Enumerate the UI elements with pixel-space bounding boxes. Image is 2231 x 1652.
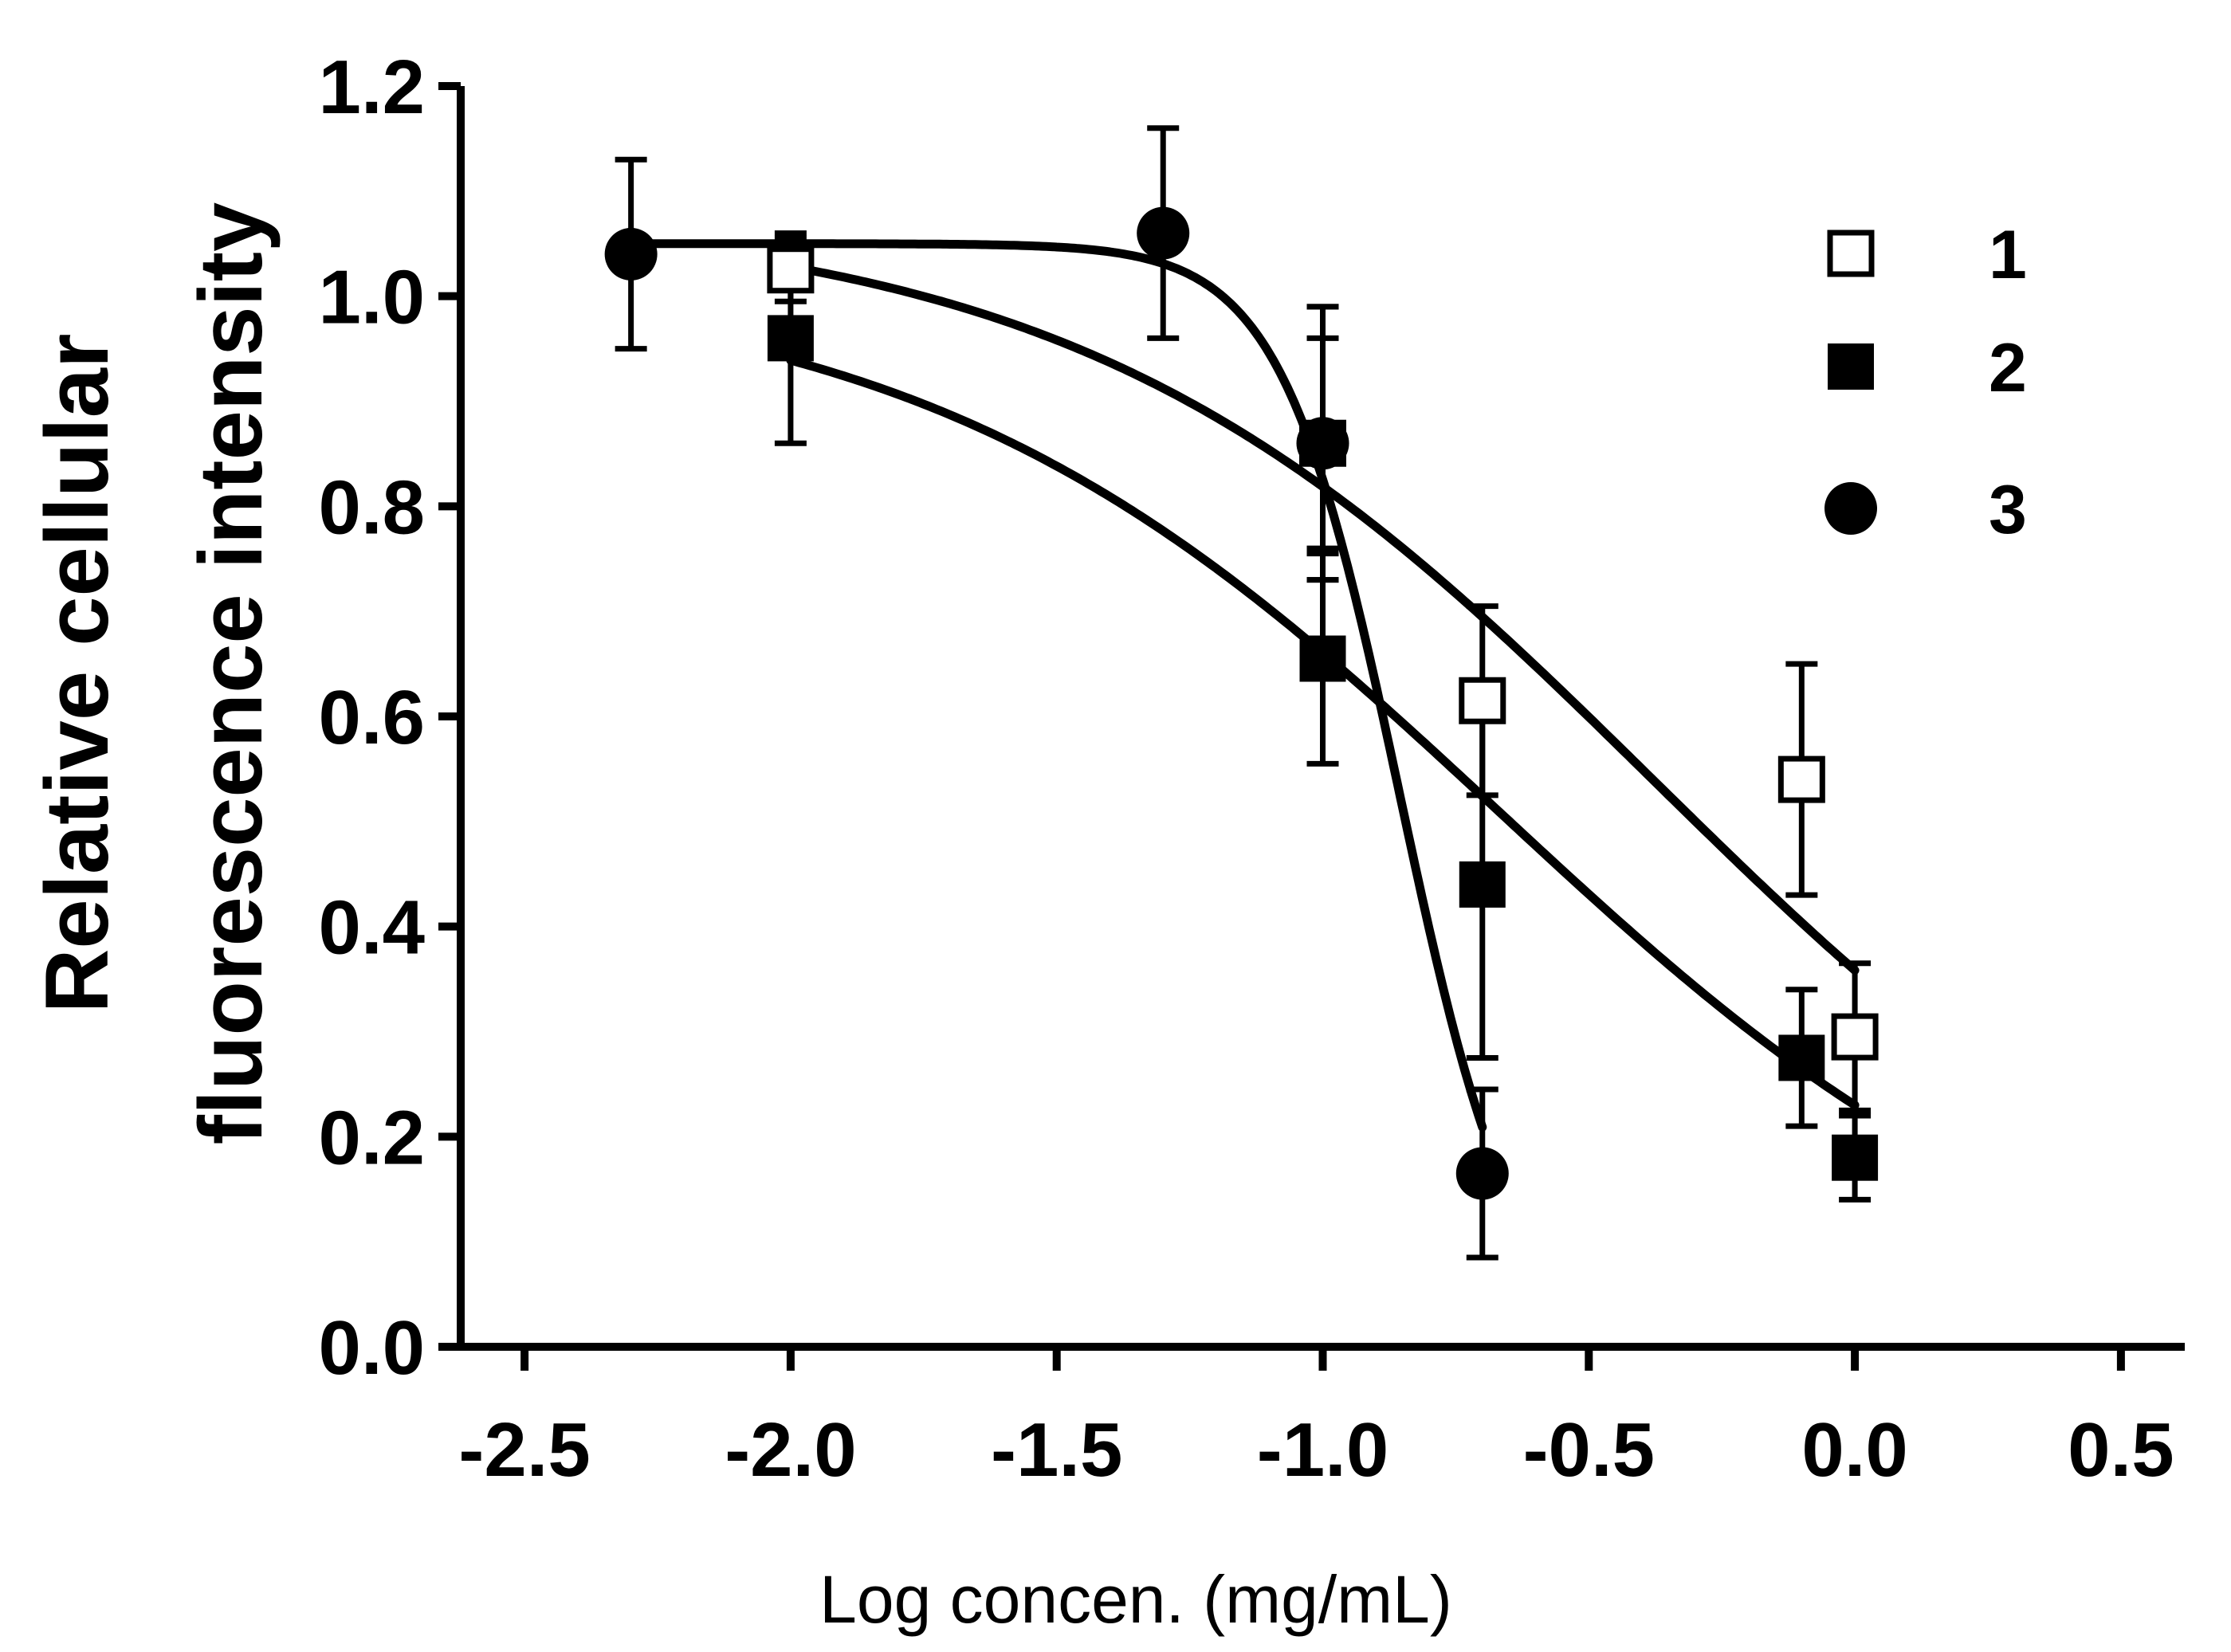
y-axis-title-line-1: Relative cellular <box>27 334 127 1014</box>
legend-marker-2 <box>1828 343 1874 390</box>
data-point-series-1 <box>1777 755 1825 803</box>
data-point-series-3 <box>1137 206 1190 260</box>
legend-label-3: 3 <box>1989 472 2027 548</box>
y-tick-label: 0.0 <box>319 1305 425 1391</box>
x-axis-title: Log concen. (mg/mL) <box>819 1562 1452 1637</box>
y-tick-label: 0.4 <box>319 885 425 971</box>
fit-curve-series-3 <box>626 239 1487 1132</box>
data-point-series-2 <box>1778 1034 1825 1081</box>
data-point-series-3 <box>604 227 658 281</box>
y-tick-label: 0.8 <box>319 465 425 550</box>
data-point-series-3 <box>1296 417 1349 470</box>
x-tick-label: 0.0 <box>1801 1407 1907 1493</box>
legend-label-1: 1 <box>1989 217 2027 293</box>
y-tick-label: 1.2 <box>319 45 425 130</box>
data-point-series-2 <box>1459 861 1506 908</box>
x-tick-label: -1.5 <box>991 1407 1122 1493</box>
x-tick-label: 0.5 <box>2068 1407 2174 1493</box>
x-tick-label: -0.5 <box>1523 1407 1655 1493</box>
axes: 0.0 0.2 0.4 0.6 0.8 1.0 1.2 -2.5 -2.0 -1.5 -1.0 -0.… <box>319 45 2185 1493</box>
y-tick-label: 0.2 <box>319 1095 425 1180</box>
data-point-series-1 <box>1831 1013 1879 1061</box>
data-point-series-1 <box>1459 677 1506 724</box>
fit-curves <box>626 239 1860 1132</box>
data-point-series-2 <box>767 315 814 362</box>
x-tick-label: -2.0 <box>725 1407 856 1493</box>
legend-label-2: 2 <box>1989 330 2027 406</box>
data-point-series-2 <box>1832 1134 1879 1181</box>
data-point-series-3 <box>1455 1147 1509 1200</box>
data-points <box>604 125 1879 1261</box>
data-point-series-1 <box>767 246 815 294</box>
x-tick-label: -2.5 <box>458 1407 590 1493</box>
x-tick-label: -1.0 <box>1257 1407 1388 1493</box>
y-tick-label: 0.6 <box>319 675 425 760</box>
y-axis-title: Relative cellular fluorescence intensity <box>27 202 281 1145</box>
y-tick-label: 1.0 <box>319 255 425 340</box>
legend: 1 2 3 <box>1824 217 2027 548</box>
legend-marker-1 <box>1827 230 1875 277</box>
y-axis-title-line-2: fluorescence intensity <box>181 202 281 1145</box>
data-point-series-2 <box>1299 635 1346 682</box>
legend-marker-3 <box>1824 482 1877 535</box>
